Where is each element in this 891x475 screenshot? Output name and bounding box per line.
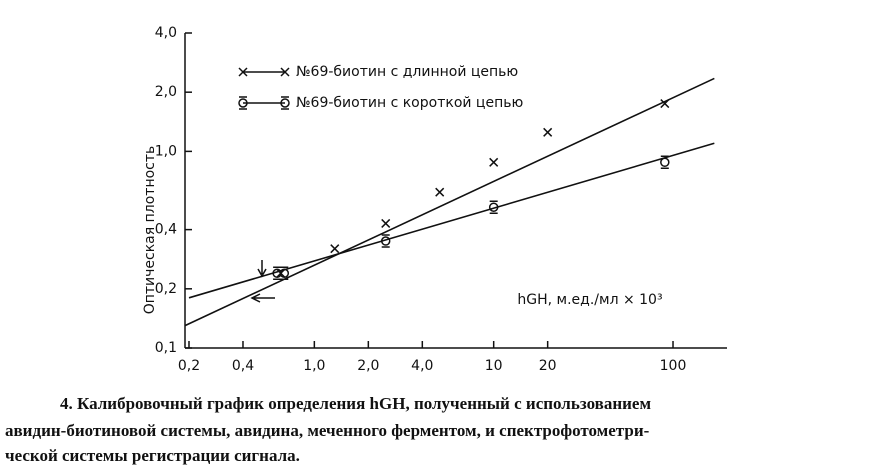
x-glyph [543,127,553,137]
circle-glyph [279,268,290,278]
legend-label: №69-биотин с длинной цепью [296,64,518,80]
circle-glyph [488,202,499,212]
circle-marker [280,96,290,110]
y-axis-label: Оптическая плотность [142,146,158,315]
fit-line [184,77,715,327]
x-axis-label: hGH, м.ед./мл × 10³ [517,292,662,308]
bar-glyph [273,266,282,280]
circle-marker [660,155,670,170]
x-tick-label: 20 [539,358,557,374]
x-tick-label: 10 [485,358,503,374]
circle-glyph [272,268,282,278]
arrow [250,293,275,303]
y-tick-label: 0,1 [155,340,177,356]
x-glyph [280,67,290,77]
x-marker [543,127,553,137]
circle-glyph [660,157,670,168]
y-tick-label: 2,0 [155,84,177,100]
x-tick-label: 0,4 [232,358,254,374]
x-glyph [435,187,445,197]
x-marker [660,99,670,109]
x-tick-label: 1,0 [303,358,325,374]
legend-label: №69-биотин с короткой цепью [296,95,523,111]
circle-marker [272,266,282,280]
x-tick-label: 2,0 [357,358,379,374]
bar-glyph [280,266,289,280]
x-marker [330,244,340,254]
y-tick-label: 1,0 [155,143,177,159]
x-glyph [489,157,499,167]
x-marker [280,67,290,77]
y-tick-label: 4,0 [155,25,177,41]
caption-line: авидин-биотиновой системы, авидина, мече… [5,421,650,440]
caption-line: 4. Калибровочный график определения hGH,… [60,394,651,413]
bar-glyph [489,200,498,214]
x-marker [381,218,391,228]
y-tick-label: 0,4 [155,222,177,238]
x-glyph [660,99,670,109]
x-tick-label: 4,0 [411,358,433,374]
arrow [257,260,267,278]
circle-glyph [380,236,391,246]
x-glyph [381,218,391,228]
circle-marker [488,200,499,214]
fit-line [188,142,715,299]
caption-line: ческой системы регистрации сигнала. [5,446,300,465]
x-marker [489,157,499,167]
x-tick-label: 0,2 [178,358,200,374]
x-tick-label: 100 [660,358,687,374]
x-marker [435,187,445,197]
x-glyph [330,244,340,254]
bar-glyph [660,155,669,170]
y-tick-label: 0,2 [155,281,177,297]
circle-marker [279,266,290,280]
bar-glyph [381,234,390,248]
circle-glyph [280,98,290,108]
bar-glyph [239,96,247,110]
circle-marker [380,234,391,248]
bar-glyph [281,96,289,110]
